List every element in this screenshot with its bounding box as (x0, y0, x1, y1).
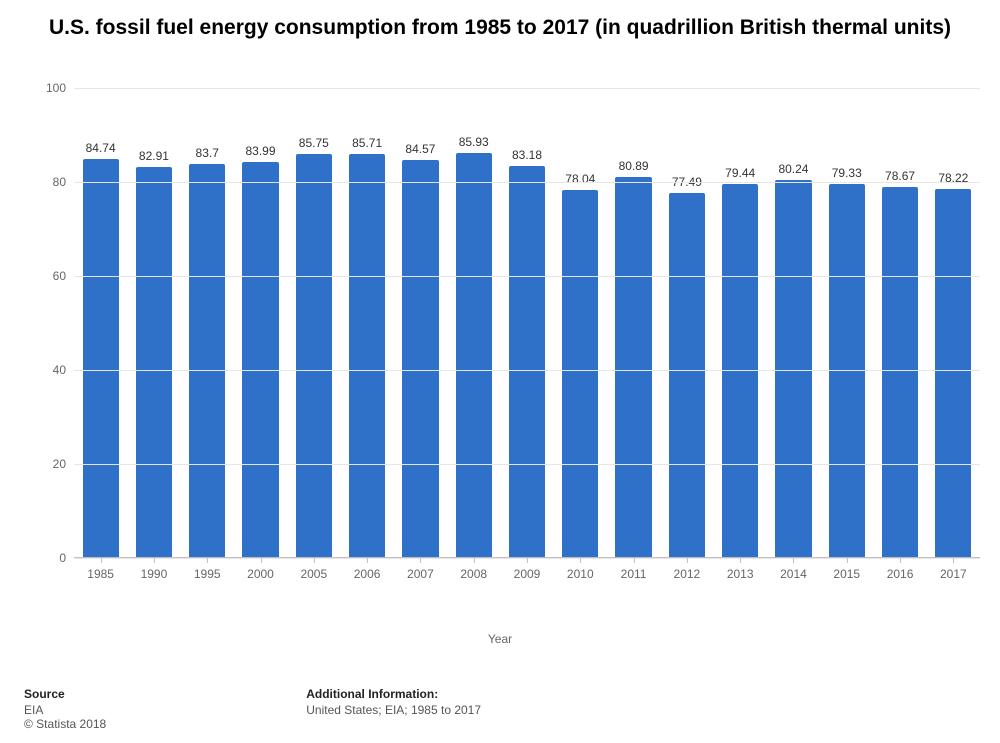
bar (83, 159, 119, 557)
x-tick-label: 2000 (247, 567, 274, 581)
x-tick-label: 1990 (141, 567, 168, 581)
value-label: 79.33 (832, 166, 862, 180)
x-tick-label: 1985 (87, 567, 114, 581)
x-tick (953, 557, 954, 563)
x-tick-label: 2017 (940, 567, 967, 581)
x-tick (740, 557, 741, 563)
x-tick (847, 557, 848, 563)
x-tick-label: 2014 (780, 567, 807, 581)
plot-area: 84.74 82.91 83.7 83.99 85.75 85.71 84.57 85.93 8… (74, 88, 980, 558)
value-label: 85.75 (299, 136, 329, 150)
y-tick-label: 20 (53, 457, 66, 471)
x-tick-label: 2015 (833, 567, 860, 581)
x-tick-label: 2012 (674, 567, 701, 581)
bar (136, 167, 172, 557)
gridline (74, 182, 980, 183)
bars-layer: 84.74 82.91 83.7 83.99 85.75 85.71 84.57 85.93 8… (74, 88, 980, 557)
x-tick (634, 557, 635, 563)
info-line: United States; EIA; 1985 to 2017 (306, 703, 481, 717)
chart-container: Consumption in quadrillion Btu 84.7482.9… (0, 78, 1000, 648)
gridline (74, 464, 980, 465)
x-tick (580, 557, 581, 563)
footer-info: Additional Information: United States; E… (306, 687, 481, 731)
x-tick (207, 557, 208, 563)
bar (402, 160, 438, 557)
bar (189, 164, 225, 557)
value-label: 82.91 (139, 149, 169, 163)
x-tick (527, 557, 528, 563)
x-tick (101, 557, 102, 563)
x-tick-label: 2008 (460, 567, 487, 581)
footer-source: Source EIA © Statista 2018 (24, 687, 106, 731)
x-tick (367, 557, 368, 563)
value-label: 84.57 (405, 142, 435, 156)
bar (935, 189, 971, 557)
x-tick (154, 557, 155, 563)
info-heading: Additional Information: (306, 687, 481, 701)
x-tick-label: 1995 (194, 567, 221, 581)
bar (562, 190, 598, 557)
value-label: 85.71 (352, 136, 382, 150)
x-tick-label: 2007 (407, 567, 434, 581)
value-label: 80.24 (778, 162, 808, 176)
bar (509, 166, 545, 557)
bar (242, 162, 278, 557)
value-label: 83.7 (196, 146, 219, 160)
x-tick-label: 2009 (514, 567, 541, 581)
x-tick (420, 557, 421, 563)
x-tick (793, 557, 794, 563)
x-tick (900, 557, 901, 563)
bar (349, 154, 385, 557)
x-tick-label: 2016 (887, 567, 914, 581)
value-label: 80.89 (619, 159, 649, 173)
x-tick (261, 557, 262, 563)
chart-title: U.S. fossil fuel energy consumption from… (0, 0, 1000, 48)
y-tick-label: 80 (53, 175, 66, 189)
value-label: 84.74 (86, 141, 116, 155)
source-heading: Source (24, 687, 106, 701)
y-tick-label: 0 (59, 551, 66, 565)
bar (669, 193, 705, 557)
gridline (74, 370, 980, 371)
y-tick-label: 60 (53, 269, 66, 283)
gridline (74, 276, 980, 277)
x-tick-label: 2011 (621, 567, 647, 581)
x-tick-label: 2006 (354, 567, 381, 581)
value-label: 78.04 (565, 172, 595, 186)
value-label: 83.99 (246, 144, 276, 158)
source-line: EIA (24, 703, 106, 717)
x-tick-label: 2013 (727, 567, 754, 581)
value-label: 78.22 (938, 171, 968, 185)
chart-footer: Source EIA © Statista 2018 Additional In… (24, 687, 976, 731)
gridline (74, 88, 980, 89)
bar (775, 180, 811, 557)
y-tick-label: 40 (53, 363, 66, 377)
x-tick (314, 557, 315, 563)
x-tick (687, 557, 688, 563)
value-label: 83.18 (512, 148, 542, 162)
y-tick-label: 100 (46, 81, 66, 95)
value-label: 85.93 (459, 135, 489, 149)
value-label: 79.44 (725, 166, 755, 180)
x-tick-label: 2010 (567, 567, 594, 581)
bar (296, 154, 332, 557)
x-tick (474, 557, 475, 563)
x-axis-label: Year (488, 632, 512, 646)
copyright-line: © Statista 2018 (24, 717, 106, 731)
x-tick-label: 2005 (300, 567, 327, 581)
bar (615, 177, 651, 557)
bar (882, 187, 918, 557)
bar (456, 153, 492, 557)
